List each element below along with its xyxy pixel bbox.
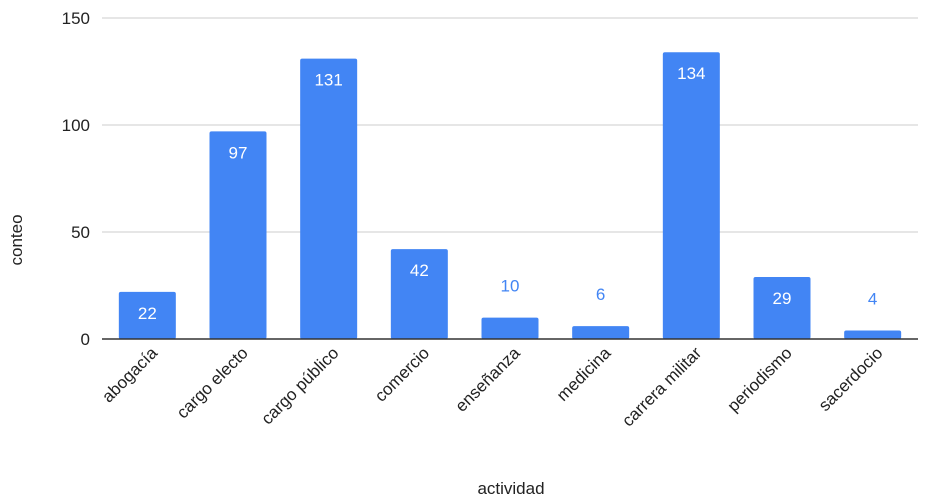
data-labels: 22 97 131 42 10 6 134 29 4 [138, 64, 878, 323]
x-tick-label: comercio [371, 343, 433, 405]
data-label: 10 [501, 277, 520, 296]
y-tick-label: 150 [62, 9, 90, 28]
bar [844, 330, 902, 339]
x-tick-label: enseñanza [452, 343, 525, 416]
x-tick-label: abogacía [98, 343, 161, 406]
bar [572, 326, 630, 339]
y-axis-title: conteo [7, 214, 26, 265]
bar [662, 52, 720, 340]
bar [300, 58, 358, 339]
x-tick-labels: abogacía cargo electo cargo público comerci… [98, 343, 886, 430]
x-tick-label: cargo electo [173, 343, 252, 422]
x-axis-title: actividad [477, 479, 544, 498]
bar [390, 249, 448, 339]
bar [118, 291, 176, 339]
data-label: 6 [596, 285, 605, 304]
x-tick-label: sacerdocio [815, 343, 887, 415]
data-label: 134 [677, 64, 705, 83]
x-tick-label: cargo público [258, 343, 343, 428]
y-tick-label: 50 [71, 223, 90, 242]
bars [118, 52, 902, 340]
y-tick-label: 100 [62, 116, 90, 135]
data-label: 22 [138, 304, 157, 323]
x-tick-label: periodismo [724, 343, 796, 415]
x-tick-label: carrera militar [618, 343, 705, 430]
data-label: 4 [868, 289, 877, 308]
y-tick-labels: 0 50 100 150 [62, 9, 90, 349]
data-label: 131 [314, 71, 342, 90]
bar [753, 276, 811, 339]
x-tick-label: medicina [553, 343, 615, 405]
bar [481, 317, 539, 339]
data-label: 42 [410, 261, 429, 280]
bar [209, 131, 267, 339]
data-label: 97 [229, 143, 248, 162]
y-tick-label: 0 [81, 330, 90, 349]
data-label: 29 [773, 289, 792, 308]
